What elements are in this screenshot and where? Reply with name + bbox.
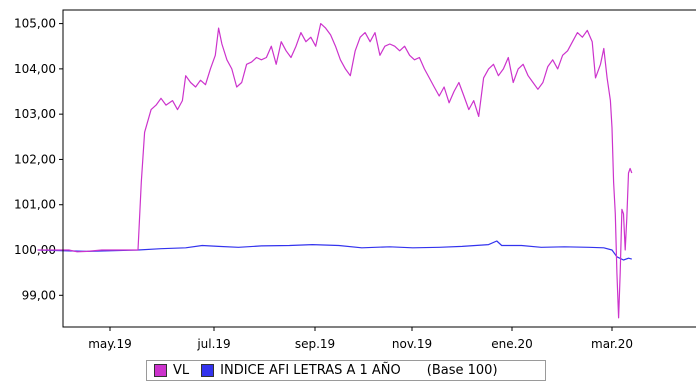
legend-swatch-vl <box>154 364 167 377</box>
series-line-index <box>37 240 632 261</box>
legend-swatch-index <box>201 364 215 377</box>
y-tick-label: 101,00 <box>14 198 56 212</box>
x-tick-label: jul.19 <box>196 337 230 351</box>
plot-frame <box>62 9 696 328</box>
y-tick-label: 100,00 <box>14 243 56 257</box>
legend-label-index: INDICE AFI LETRAS A 1 AÑO <box>220 363 401 378</box>
y-tick-label: 103,00 <box>14 107 56 121</box>
y-tick-label: 99,00 <box>22 288 56 302</box>
series-line-vl <box>37 23 633 319</box>
chart-legend: VL INDICE AFI LETRAS A 1 AÑO (Base 100) <box>146 360 546 381</box>
y-axis: 99,00 100,00 101,00 102,00 103,00 104,00 105,0… <box>14 17 63 302</box>
x-tick-label: sep.19 <box>295 337 335 351</box>
legend-item-vl: VL <box>154 363 189 378</box>
x-tick-label: mar.20 <box>591 337 633 351</box>
x-tick-label: ene.20 <box>491 337 532 351</box>
x-tick-label: nov.19 <box>392 337 432 351</box>
legend-item-index: INDICE AFI LETRAS A 1 AÑO <box>201 363 401 378</box>
legend-note: (Base 100) <box>426 363 498 378</box>
x-axis: may.19 jul.19 sep.19 nov.19 ene.20 mar.20 <box>88 327 633 351</box>
y-tick-label: 105,00 <box>14 17 56 31</box>
y-tick-label: 104,00 <box>14 62 56 76</box>
y-tick-label: 102,00 <box>14 152 56 166</box>
series-layer <box>37 23 633 319</box>
legend-label-vl: VL <box>173 363 190 378</box>
x-tick-label: may.19 <box>88 337 132 351</box>
